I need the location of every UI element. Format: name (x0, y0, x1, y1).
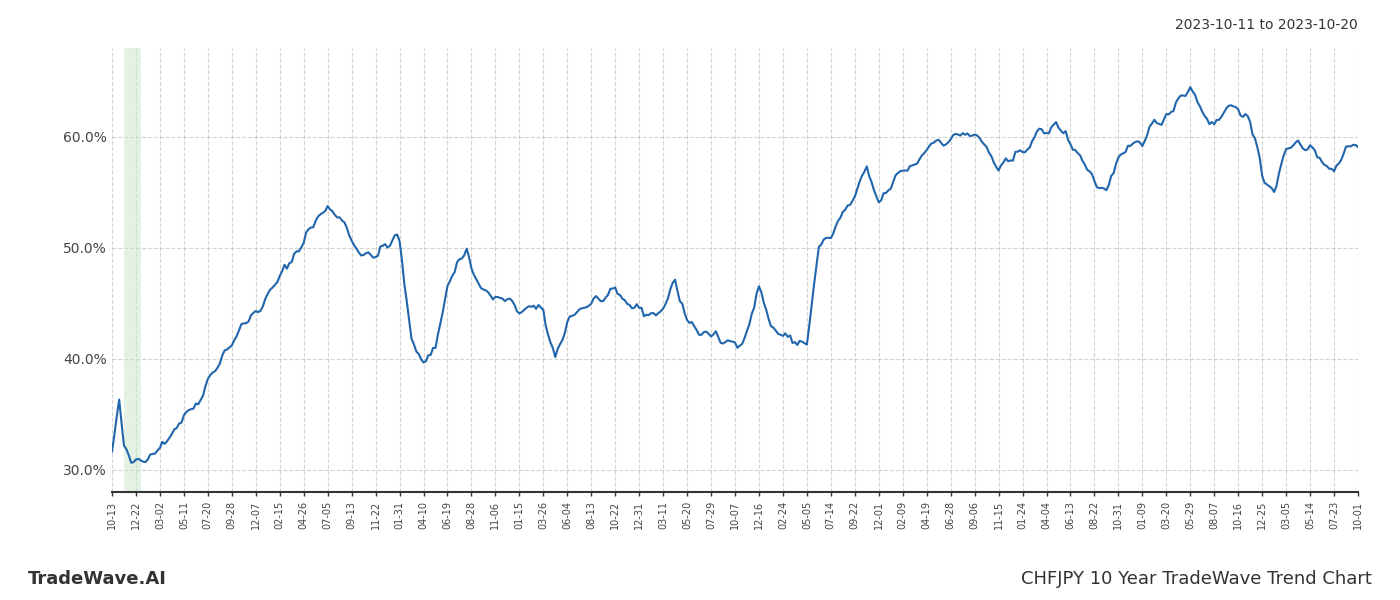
Text: 2023-10-11 to 2023-10-20: 2023-10-11 to 2023-10-20 (1175, 18, 1358, 32)
Bar (125, 48, 141, 492)
Text: TradeWave.AI: TradeWave.AI (28, 570, 167, 588)
Text: CHFJPY 10 Year TradeWave Trend Chart: CHFJPY 10 Year TradeWave Trend Chart (1021, 570, 1372, 588)
